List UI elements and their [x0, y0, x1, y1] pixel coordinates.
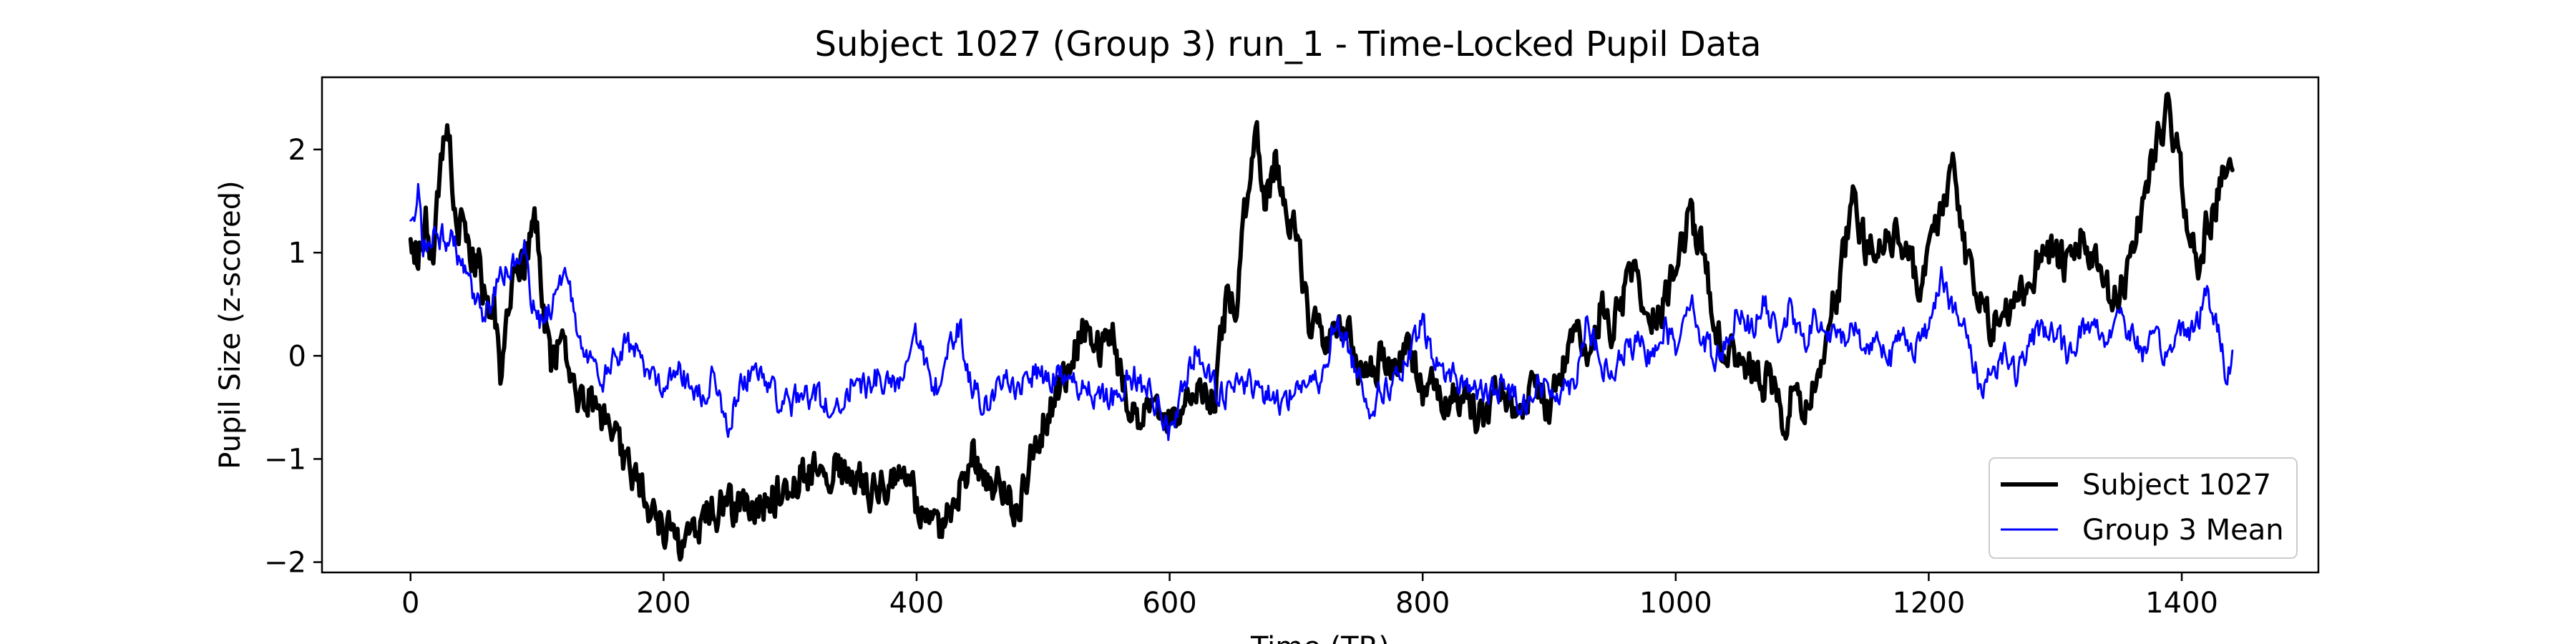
x-tick-label: 1200 [1893, 587, 1966, 620]
axes-frame [321, 76, 2320, 574]
x-tick-label: 1400 [2145, 587, 2218, 620]
legend-label-subject-1027: Subject 1027 [2082, 469, 2271, 502]
plot-area [321, 76, 2320, 574]
x-axis-ticks: 0 200 400 600 800 1000 1200 1400 [401, 572, 2218, 620]
y-tick-label: 0 [288, 340, 306, 373]
y-tick-label: −1 [264, 443, 306, 476]
x-tick-label: 400 [889, 587, 944, 620]
series-layer [408, 92, 2235, 562]
y-axis-ticks: −2 −1 0 1 2 [264, 134, 322, 580]
legend-label-group-3-mean: Group 3 Mean [2082, 514, 2284, 547]
x-tick-label: 800 [1395, 587, 1450, 620]
x-tick-label: 200 [636, 587, 691, 620]
legend: Subject 1027 Group 3 Mean [1989, 457, 2298, 559]
x-tick-label: 600 [1142, 587, 1196, 620]
y-tick-label: 2 [288, 134, 306, 167]
x-tick-label: 0 [401, 587, 419, 620]
x-tick-label: 1000 [1639, 587, 1712, 620]
y-tick-label: −2 [264, 547, 306, 580]
y-tick-label: 1 [288, 237, 306, 270]
x-axis-label: Time (TR) [1250, 631, 1390, 644]
series-line-group-3-mean [409, 182, 2234, 441]
legend-frame [1989, 457, 2298, 559]
series-line-subject-1027 [408, 92, 2235, 562]
chart-title: Subject 1027 (Group 3) run_1 - Time-Lock… [814, 24, 1761, 64]
y-axis-label: Pupil Size (z-scored) [214, 180, 247, 469]
